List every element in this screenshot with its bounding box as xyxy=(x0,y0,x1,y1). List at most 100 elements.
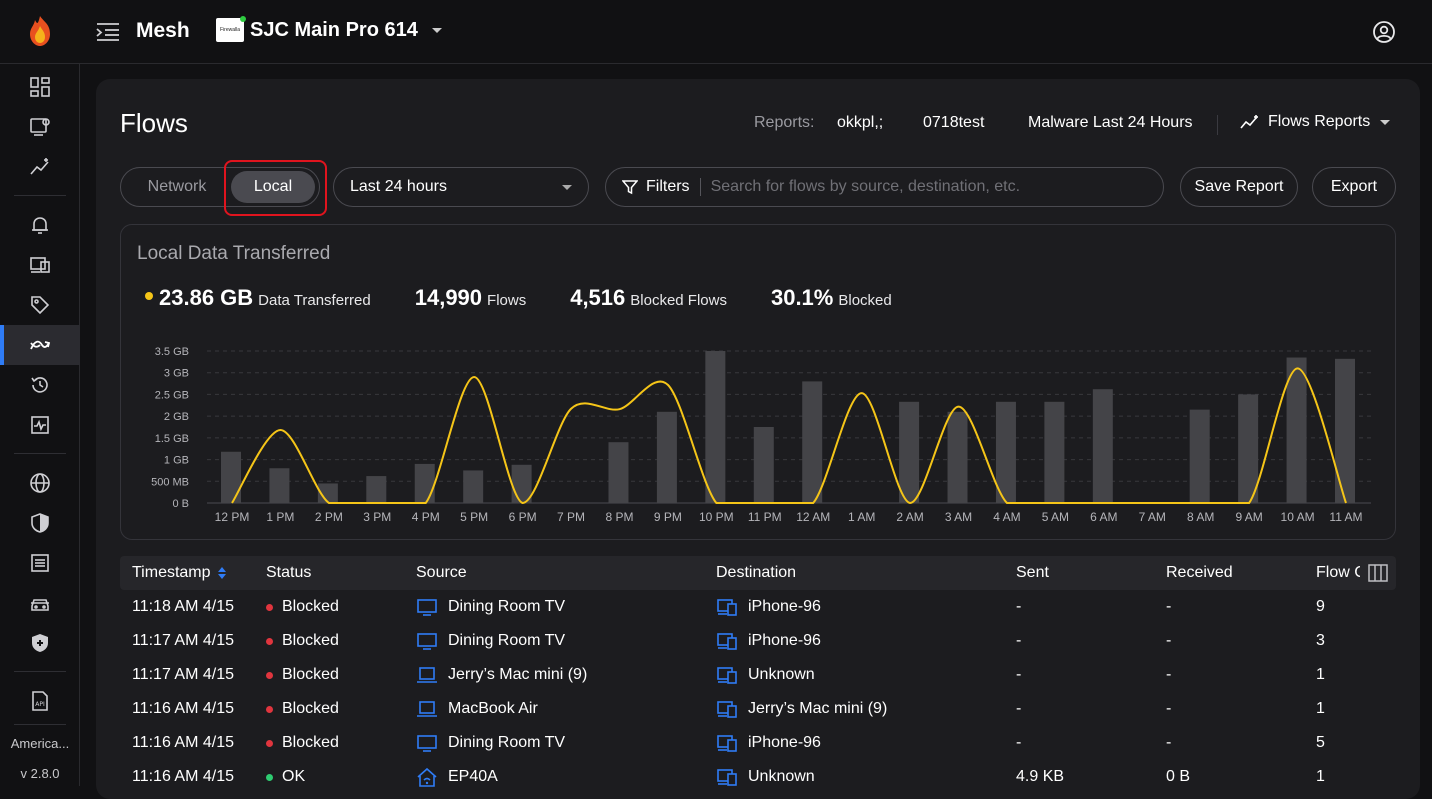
table-row[interactable]: 11:17 AM 4/15 Blocked Dining Room TV iPhone… xyxy=(120,624,1396,658)
x-tick-label: 11 PM xyxy=(748,510,782,524)
status-dot xyxy=(266,671,273,679)
columns-settings-icon[interactable] xyxy=(1368,564,1388,582)
report-link-okkpl[interactable]: okkpl,; xyxy=(837,114,884,131)
status-text: Blocked xyxy=(282,598,339,615)
sidebar-item-dashboard[interactable] xyxy=(0,67,80,107)
segment-local[interactable]: Local xyxy=(231,171,315,203)
tag-icon xyxy=(31,296,50,315)
chevron-down-icon xyxy=(562,184,572,190)
save-report-button[interactable]: Save Report xyxy=(1180,167,1298,207)
sidebar-item-api[interactable]: API xyxy=(0,681,80,721)
segment-network[interactable]: Network xyxy=(147,178,207,195)
sidebar-item-routes[interactable] xyxy=(0,583,80,623)
stat-label: Flows xyxy=(487,292,527,309)
sidebar-item-history[interactable] xyxy=(0,365,80,405)
column-header-flow-count[interactable]: Flow C xyxy=(1316,564,1360,581)
bar xyxy=(511,464,532,503)
cell-flow-count: 9 xyxy=(1316,598,1325,615)
sidebar-item-rules[interactable] xyxy=(0,503,80,543)
flows-panel: Flows Reports: okkpl,; 0718test Malware … xyxy=(96,79,1420,799)
table-row[interactable]: 11:18 AM 4/15 Blocked Dining Room TV iPhone… xyxy=(120,590,1396,624)
tv-icon xyxy=(417,735,437,752)
x-tick-label: 12 PM xyxy=(215,510,250,524)
sidebar-item-lists[interactable] xyxy=(0,543,80,583)
time-range-value: Last 24 hours xyxy=(350,178,447,195)
cell-destination[interactable]: iPhone-96 xyxy=(716,726,821,760)
cell-destination[interactable]: Unknown xyxy=(716,658,815,692)
sidebar-item-flows[interactable] xyxy=(0,325,80,365)
report-link-malware[interactable]: Malware Last 24 Hours xyxy=(1028,114,1193,131)
shield-plus-icon xyxy=(32,634,48,652)
destination-name: iPhone-96 xyxy=(748,734,821,751)
dashboard-icon xyxy=(30,77,50,97)
stat-blocked-flows: 4,516 Blocked Flows xyxy=(570,285,727,311)
x-tick-label: 2 PM xyxy=(315,510,343,524)
sidebar-item-insights[interactable] xyxy=(0,147,80,187)
chevron-down-icon xyxy=(431,27,442,33)
devices-icon xyxy=(717,769,737,786)
column-header-received[interactable]: Received xyxy=(1166,564,1233,581)
filters-button[interactable]: Filters xyxy=(622,178,701,196)
table-row[interactable]: 11:16 AM 4/15 OK EP40A Unknown 4.9 KB 0 B 1 xyxy=(120,760,1396,794)
box-selector[interactable]: Firewalla SJC Main Pro 614 xyxy=(216,16,442,42)
flows-icon xyxy=(30,340,51,350)
cell-destination[interactable]: iPhone-96 xyxy=(716,624,821,658)
stat-value: 14,990 xyxy=(414,285,483,310)
table-row[interactable]: 11:17 AM 4/15 Blocked Jerry’s Mac mini (9)… xyxy=(120,658,1396,692)
status-dot xyxy=(266,739,273,747)
cell-source[interactable]: Jerry’s Mac mini (9) xyxy=(416,658,587,692)
cell-source[interactable]: Dining Room TV xyxy=(416,590,565,624)
sidebar-item-devices[interactable] xyxy=(0,245,80,285)
cell-source[interactable]: Dining Room TV xyxy=(416,624,565,658)
sidebar-item-security[interactable] xyxy=(0,623,80,663)
export-button[interactable]: Export xyxy=(1312,167,1396,207)
table-body: 11:18 AM 4/15 Blocked Dining Room TV iPhone… xyxy=(120,590,1396,794)
bar xyxy=(802,381,823,503)
menu-collapse-icon[interactable] xyxy=(96,22,120,42)
y-tick-label: 0 B xyxy=(172,498,189,510)
firewalla-logo-icon[interactable] xyxy=(24,14,56,48)
bar xyxy=(463,470,484,503)
summary-stats: 23.86 GB Data Transferred 14,990 Flows 4… xyxy=(145,285,936,311)
status-text: Blocked xyxy=(282,700,339,717)
column-header-status[interactable]: Status xyxy=(266,564,312,581)
cell-flow-count: 1 xyxy=(1316,768,1325,785)
report-link-0718test[interactable]: 0718test xyxy=(923,114,985,131)
cell-destination[interactable]: iPhone-96 xyxy=(716,590,821,624)
sidebar-item-network[interactable] xyxy=(0,463,80,503)
cell-flow-count: 5 xyxy=(1316,734,1325,751)
x-tick-label: 6 AM xyxy=(1090,510,1117,524)
time-range-select[interactable]: Last 24 hours xyxy=(333,167,589,207)
column-header-timestamp[interactable]: Timestamp xyxy=(132,564,227,582)
cell-source[interactable]: MacBook Air xyxy=(416,692,538,726)
sparkle-chart-icon xyxy=(30,158,49,175)
column-header-source[interactable]: Source xyxy=(416,564,467,581)
table-row[interactable]: 11:16 AM 4/15 Blocked MacBook Air Jerry’s M… xyxy=(120,692,1396,726)
sidebar-item-alarms[interactable] xyxy=(0,205,80,245)
sidebar-item-boxes[interactable] xyxy=(0,107,80,147)
cell-destination[interactable]: Jerry’s Mac mini (9) xyxy=(716,692,887,726)
flows-reports-dropdown[interactable]: Flows Reports xyxy=(1240,113,1391,131)
x-tick-label: 7 PM xyxy=(557,510,585,524)
table-row[interactable]: 11:16 AM 4/15 Blocked Dining Room TV iPhone… xyxy=(120,726,1396,760)
flow-search-input[interactable] xyxy=(710,178,1147,196)
data-transferred-card: Local Data Transferred 23.86 GB Data Tra… xyxy=(120,224,1396,540)
user-account-icon[interactable] xyxy=(1372,20,1396,44)
globe-icon xyxy=(30,473,50,493)
cell-received: - xyxy=(1166,734,1172,751)
box-logo-icon: Firewalla xyxy=(216,16,246,42)
destination-name: iPhone-96 xyxy=(748,598,821,615)
cell-received: - xyxy=(1166,666,1172,683)
data-transferred-chart[interactable]: 0 B 500 MB 1 GB 1.5 GB 2 GB 2.5 GB 3 GB 3.5 GB 1… xyxy=(121,335,1395,535)
sidebar-item-monitor[interactable] xyxy=(0,405,80,445)
cell-source[interactable]: Dining Room TV xyxy=(416,726,565,760)
region-label[interactable]: America... xyxy=(10,736,70,751)
cell-source[interactable]: EP40A xyxy=(416,760,498,794)
column-header-destination[interactable]: Destination xyxy=(716,564,797,581)
cell-timestamp: 11:17 AM 4/15 xyxy=(132,632,234,649)
column-header-sent[interactable]: Sent xyxy=(1016,564,1049,581)
status-text: OK xyxy=(282,768,306,785)
cell-destination[interactable]: Unknown xyxy=(716,760,815,794)
sidebar-item-tags[interactable] xyxy=(0,285,80,325)
source-name: Dining Room TV xyxy=(448,632,566,649)
